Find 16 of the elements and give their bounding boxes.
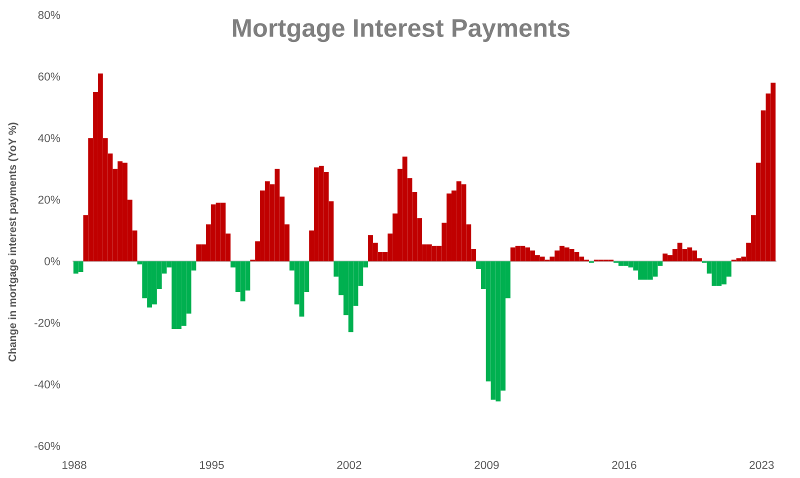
y-tick-label: -40% (34, 380, 60, 388)
y-tick-label: 60% (38, 72, 60, 81)
x-tick-label: 2016 (612, 460, 636, 469)
y-tick-label: 20% (38, 196, 60, 204)
y-axis-title: Change in mortgage interest payments (YoY %) (8, 122, 18, 362)
y-tick-label: 40% (38, 134, 60, 142)
x-tick-label: 1995 (200, 460, 224, 469)
y-tick-label: 80% (38, 10, 60, 19)
y-tick-label: 0% (44, 257, 60, 266)
x-tick-label: 2009 (474, 460, 499, 469)
x-tick-label: 2023 (750, 460, 774, 469)
y-tick-label: -20% (34, 318, 60, 327)
chart-title: Mortgage Interest Payments (233, 19, 570, 42)
x-tick-label: 1988 (62, 460, 86, 469)
x-tick-label: 2002 (337, 460, 362, 469)
y-tick-label: -60% (34, 442, 60, 450)
